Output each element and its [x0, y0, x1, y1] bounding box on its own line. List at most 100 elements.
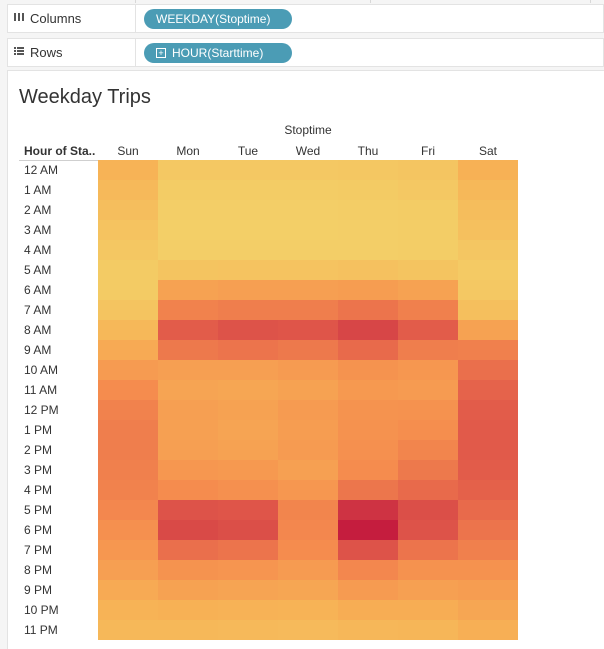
heatmap-cell[interactable]	[338, 560, 398, 580]
heatmap-cell[interactable]	[98, 220, 158, 240]
heatmap-cell[interactable]	[158, 420, 218, 440]
heatmap-cell[interactable]	[458, 200, 518, 220]
heatmap-cell[interactable]	[398, 280, 458, 300]
heatmap-cell[interactable]	[458, 280, 518, 300]
rows-shelf[interactable]: Rows + HOUR(Starttime)	[7, 38, 604, 67]
heatmap-cell[interactable]	[158, 240, 218, 260]
heatmap-cell[interactable]	[458, 500, 518, 520]
heatmap-cell[interactable]	[218, 480, 278, 500]
heatmap-cell[interactable]	[338, 520, 398, 540]
heatmap-cell[interactable]	[278, 440, 338, 460]
heatmap-cell[interactable]	[338, 480, 398, 500]
heatmap-cell[interactable]	[458, 480, 518, 500]
heatmap-cell[interactable]	[398, 460, 458, 480]
heatmap-cell[interactable]	[158, 320, 218, 340]
heatmap-cell[interactable]	[398, 500, 458, 520]
heatmap-cell[interactable]	[158, 340, 218, 360]
heatmap-cell[interactable]	[458, 240, 518, 260]
heatmap-cell[interactable]	[218, 560, 278, 580]
heatmap-cell[interactable]	[98, 340, 158, 360]
heatmap-cell[interactable]	[398, 580, 458, 600]
row-label[interactable]: 3 PM	[24, 460, 52, 480]
heatmap-cell[interactable]	[98, 600, 158, 620]
heatmap-cell[interactable]	[278, 520, 338, 540]
heatmap-cell[interactable]	[218, 240, 278, 260]
row-label[interactable]: 3 AM	[24, 220, 51, 240]
row-label[interactable]: 5 PM	[24, 500, 52, 520]
heatmap-cell[interactable]	[338, 440, 398, 460]
heatmap-cell[interactable]	[278, 280, 338, 300]
row-label[interactable]: 9 PM	[24, 580, 52, 600]
row-label[interactable]: 1 PM	[24, 420, 52, 440]
heatmap-cell[interactable]	[458, 300, 518, 320]
row-label[interactable]: 4 PM	[24, 480, 52, 500]
heatmap-cell[interactable]	[398, 160, 458, 180]
heatmap-cell[interactable]	[158, 280, 218, 300]
column-header-mon[interactable]: Mon	[158, 144, 218, 158]
heatmap-cell[interactable]	[338, 200, 398, 220]
heatmap-cell[interactable]	[218, 340, 278, 360]
heatmap-cell[interactable]	[458, 600, 518, 620]
heatmap-cell[interactable]	[158, 200, 218, 220]
heatmap-cell[interactable]	[98, 280, 158, 300]
heatmap-cell[interactable]	[398, 360, 458, 380]
heatmap-cell[interactable]	[278, 620, 338, 640]
columns-shelf[interactable]: Columns WEEKDAY(Stoptime)	[7, 4, 604, 33]
row-label[interactable]: 10 PM	[24, 600, 59, 620]
heatmap-cell[interactable]	[338, 320, 398, 340]
heatmap-cell[interactable]	[278, 160, 338, 180]
row-label[interactable]: 6 PM	[24, 520, 52, 540]
heatmap-cell[interactable]	[458, 160, 518, 180]
heatmap-cell[interactable]	[218, 600, 278, 620]
heatmap-cell[interactable]	[278, 200, 338, 220]
heatmap-cell[interactable]	[338, 380, 398, 400]
heatmap-cell[interactable]	[158, 360, 218, 380]
heatmap-cell[interactable]	[98, 500, 158, 520]
heatmap-cell[interactable]	[338, 280, 398, 300]
row-label[interactable]: 12 PM	[24, 400, 59, 420]
heatmap-cell[interactable]	[338, 240, 398, 260]
heatmap-cell[interactable]	[398, 180, 458, 200]
column-header-sun[interactable]: Sun	[98, 144, 158, 158]
heatmap-cell[interactable]	[278, 460, 338, 480]
heatmap-cell[interactable]	[338, 300, 398, 320]
heatmap-cell[interactable]	[338, 220, 398, 240]
heatmap-cell[interactable]	[218, 440, 278, 460]
heatmap-cell[interactable]	[218, 280, 278, 300]
heatmap-cell[interactable]	[458, 540, 518, 560]
column-header-thu[interactable]: Thu	[338, 144, 398, 158]
heatmap-cell[interactable]	[218, 520, 278, 540]
heatmap-cell[interactable]	[158, 480, 218, 500]
heatmap-cell[interactable]	[158, 180, 218, 200]
heatmap-cell[interactable]	[218, 360, 278, 380]
heatmap-cell[interactable]	[218, 260, 278, 280]
heatmap-cell[interactable]	[458, 420, 518, 440]
heatmap-cell[interactable]	[398, 600, 458, 620]
heatmap-cell[interactable]	[278, 300, 338, 320]
heatmap-cell[interactable]	[218, 200, 278, 220]
columns-pill[interactable]: WEEKDAY(Stoptime)	[144, 9, 292, 29]
heatmap-cell[interactable]	[98, 180, 158, 200]
row-label[interactable]: 8 AM	[24, 320, 51, 340]
heatmap-cell[interactable]	[158, 440, 218, 460]
heatmap-cell[interactable]	[218, 420, 278, 440]
heatmap-cell[interactable]	[158, 600, 218, 620]
heatmap-cell[interactable]	[98, 400, 158, 420]
heatmap-cell[interactable]	[278, 480, 338, 500]
heatmap-cell[interactable]	[98, 540, 158, 560]
heatmap-cell[interactable]	[98, 240, 158, 260]
heatmap-cell[interactable]	[278, 580, 338, 600]
heatmap-cell[interactable]	[278, 540, 338, 560]
row-label[interactable]: 9 AM	[24, 340, 51, 360]
heatmap-cell[interactable]	[338, 420, 398, 440]
heatmap-cell[interactable]	[398, 240, 458, 260]
heatmap-cell[interactable]	[338, 600, 398, 620]
heatmap-cell[interactable]	[338, 360, 398, 380]
heatmap-cell[interactable]	[278, 240, 338, 260]
heatmap-cell[interactable]	[338, 540, 398, 560]
heatmap-cell[interactable]	[218, 540, 278, 560]
heatmap-cell[interactable]	[158, 620, 218, 640]
heatmap-cell[interactable]	[218, 320, 278, 340]
heatmap-cell[interactable]	[398, 520, 458, 540]
row-label[interactable]: 7 PM	[24, 540, 52, 560]
